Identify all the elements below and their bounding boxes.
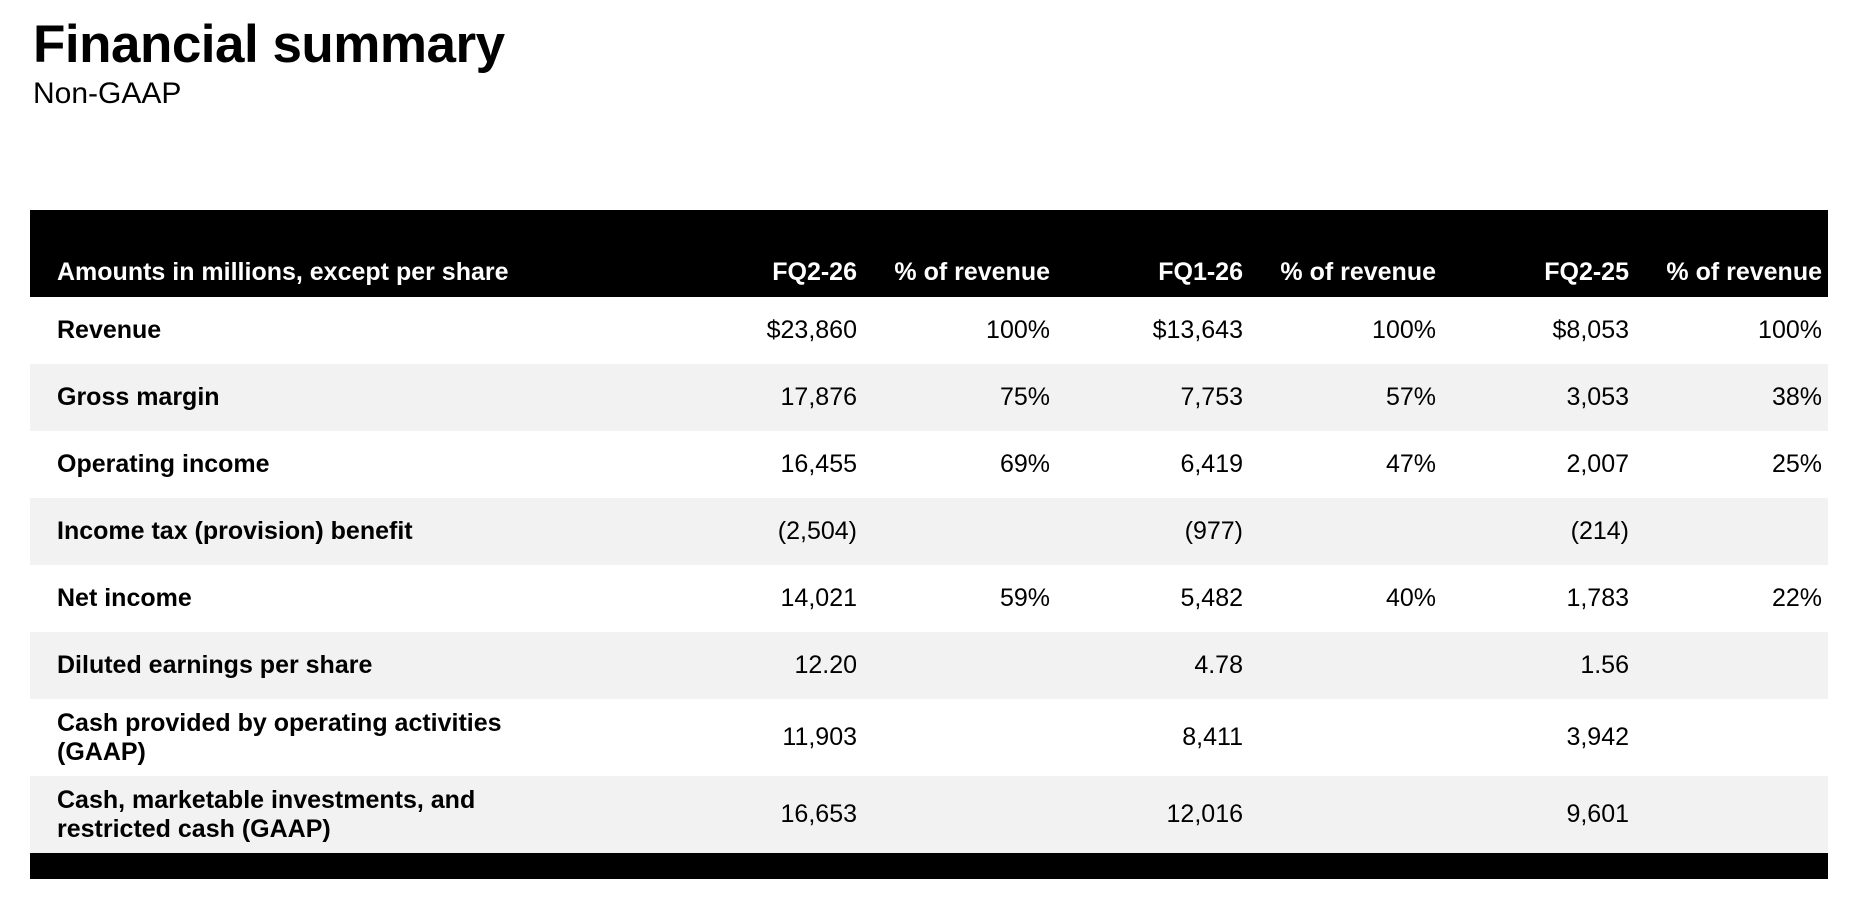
cell-value bbox=[1635, 632, 1828, 699]
cell-value: 3,942 bbox=[1566, 723, 1629, 751]
cell-value bbox=[863, 699, 1056, 776]
column-header-pct-revenue-1: % of revenue bbox=[863, 210, 1056, 297]
financial-table-container: Amounts in millions, except per share FQ… bbox=[30, 210, 1828, 879]
cell-value: 57% bbox=[1385, 383, 1436, 411]
table-row-revenue: Revenue $23,860 100% $13,643 100% $8,053… bbox=[30, 297, 1828, 364]
cell-value bbox=[863, 632, 1056, 699]
table-row-cash-investments: Cash, marketable investments, and restri… bbox=[30, 776, 1828, 853]
cell-value: 14,021 bbox=[780, 584, 857, 612]
cell-value: 16,653 bbox=[780, 800, 857, 828]
cell-value: (214) bbox=[1570, 517, 1629, 545]
row-label: Income tax (provision) benefit bbox=[57, 517, 413, 546]
column-header-pct-revenue-3: % of revenue bbox=[1635, 210, 1828, 297]
table-header-row: Amounts in millions, except per share FQ… bbox=[30, 210, 1828, 297]
cell-value: 47% bbox=[1385, 450, 1436, 478]
cell-value: 40% bbox=[1385, 584, 1436, 612]
cell-value: 16,455 bbox=[780, 450, 857, 478]
cell-value: 9,601 bbox=[1566, 800, 1629, 828]
row-label: Net income bbox=[57, 584, 192, 613]
cell-value: 8,411 bbox=[1182, 723, 1243, 751]
table-row-net-income: Net income 14,021 59% 5,482 40% 1,783 22… bbox=[30, 565, 1828, 632]
cell-value: 100% bbox=[1372, 316, 1436, 344]
cell-value: $23,860 bbox=[766, 316, 857, 344]
cell-value: 1,783 bbox=[1566, 584, 1629, 612]
cell-value: 17,876 bbox=[780, 383, 857, 411]
column-header-amounts: Amounts in millions, except per share bbox=[30, 210, 670, 297]
cell-value bbox=[1249, 632, 1442, 699]
row-label: Operating income bbox=[57, 450, 270, 479]
row-label: Diluted earnings per share bbox=[57, 651, 373, 680]
cell-value: 25% bbox=[1771, 450, 1822, 478]
cell-value: 11,903 bbox=[782, 723, 857, 751]
column-header-fq2-25: FQ2-25 bbox=[1442, 210, 1635, 297]
cell-value: 12.20 bbox=[794, 651, 857, 679]
cell-value: 22% bbox=[1771, 584, 1822, 612]
title-block: Financial summary Non-GAAP bbox=[0, 0, 1851, 112]
cell-value: 6,419 bbox=[1180, 450, 1243, 478]
cell-value bbox=[1249, 776, 1442, 853]
table-row-operating-income: Operating income 16,455 69% 6,419 47% 2,… bbox=[30, 431, 1828, 498]
row-label: Cash provided by operating activities (G… bbox=[57, 708, 502, 766]
cell-value: 38% bbox=[1771, 383, 1822, 411]
table-row-diluted-eps: Diluted earnings per share 12.20 4.78 1.… bbox=[30, 632, 1828, 699]
column-header-fq2-26: FQ2-26 bbox=[670, 210, 863, 297]
cell-value: 100% bbox=[986, 316, 1050, 344]
row-label: Gross margin bbox=[57, 383, 220, 412]
cell-value: 59% bbox=[999, 584, 1050, 612]
row-label: Cash, marketable investments, and restri… bbox=[57, 785, 476, 843]
cell-value bbox=[863, 776, 1056, 853]
table-row-gross-margin: Gross margin 17,876 75% 7,753 57% 3,053 … bbox=[30, 364, 1828, 431]
page-subtitle: Non-GAAP bbox=[33, 77, 182, 111]
cell-value: (977) bbox=[1184, 517, 1243, 545]
cell-value: 75% bbox=[999, 383, 1050, 411]
cell-value: 69% bbox=[999, 450, 1050, 478]
column-header-fq1-26: FQ1-26 bbox=[1056, 210, 1249, 297]
cell-value: 12,016 bbox=[1166, 800, 1243, 828]
cell-value: $8,053 bbox=[1552, 316, 1629, 344]
cell-value: 4.78 bbox=[1194, 651, 1243, 679]
cell-value: 2,007 bbox=[1566, 450, 1629, 478]
cell-value: 1.56 bbox=[1580, 651, 1629, 679]
cell-value bbox=[1635, 776, 1828, 853]
cell-value: 100% bbox=[1758, 316, 1822, 344]
row-label: Revenue bbox=[57, 316, 162, 345]
cell-value bbox=[1249, 699, 1442, 776]
cell-value: (2,504) bbox=[777, 517, 857, 545]
cell-value bbox=[863, 498, 1056, 565]
cell-value bbox=[1249, 498, 1442, 565]
financial-table: Amounts in millions, except per share FQ… bbox=[30, 210, 1828, 853]
cell-value: 5,482 bbox=[1180, 584, 1243, 612]
table-row-income-tax: Income tax (provision) benefit (2,504) (… bbox=[30, 498, 1828, 565]
cell-value bbox=[1635, 498, 1828, 565]
page-title: Financial summary bbox=[33, 15, 505, 74]
cell-value: $13,643 bbox=[1152, 316, 1243, 344]
table-footer-bar bbox=[30, 853, 1828, 879]
column-header-pct-revenue-2: % of revenue bbox=[1249, 210, 1442, 297]
cell-value: 3,053 bbox=[1566, 383, 1629, 411]
cell-value bbox=[1635, 699, 1828, 776]
cell-value: 7,753 bbox=[1180, 383, 1243, 411]
table-row-cash-operating: Cash provided by operating activities (G… bbox=[30, 699, 1828, 776]
